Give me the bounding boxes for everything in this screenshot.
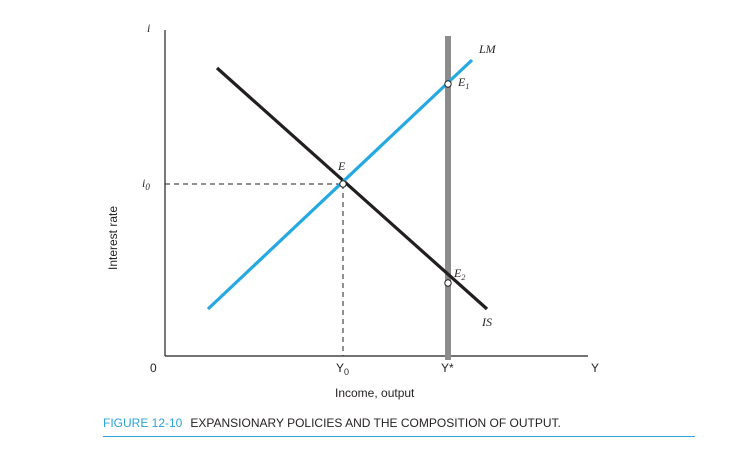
x-axis-symbol: Y (591, 361, 599, 375)
lm-curve-label: LM (478, 42, 497, 56)
i0-tick-label: i0 (142, 176, 150, 192)
point-e1-marker (444, 80, 452, 88)
figure-number: FIGURE 12-10 (103, 416, 183, 430)
y-axis-symbol: i (147, 21, 150, 35)
x-axis-label: Income, output (335, 386, 415, 400)
is-curve-label: IS (481, 315, 492, 329)
point-e2-label: E2 (453, 266, 465, 282)
y-axis-label: Interest rate (106, 206, 120, 270)
point-e-marker (339, 180, 347, 188)
figure-title: EXPANSIONARY POLICIES AND THE COMPOSITIO… (190, 416, 561, 430)
ystar-tick-label: Y* (441, 361, 454, 375)
origin-label: 0 (150, 361, 157, 375)
point-e1-label: E1 (457, 75, 469, 91)
y0-tick-label: Y0 (336, 361, 349, 377)
figure-caption: FIGURE 12-10 EXPANSIONARY POLICIES AND TH… (103, 416, 695, 437)
point-e-label: E (337, 159, 346, 173)
point-e2-marker (444, 279, 452, 287)
is-curve (215, 66, 489, 311)
